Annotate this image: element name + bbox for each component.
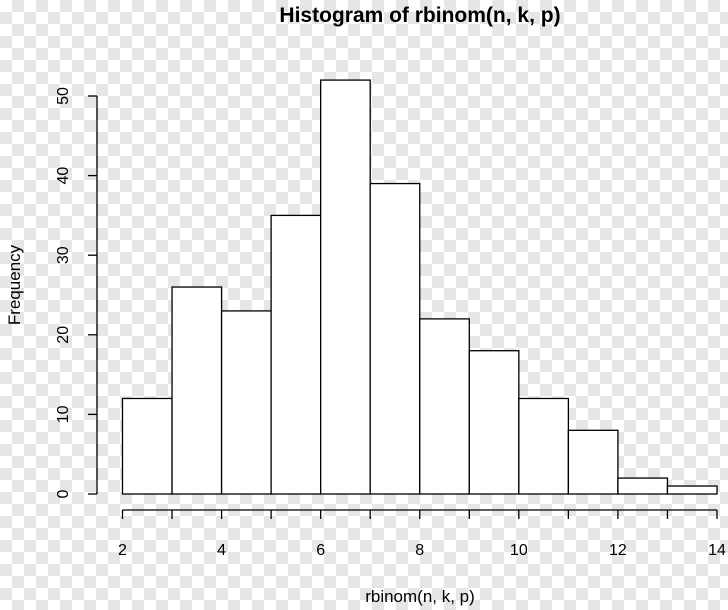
x-axis-label: rbinom(n, k, p) <box>365 587 475 606</box>
x-tick-label-6: 14 <box>708 542 726 559</box>
y-tick-label-0: 0 <box>55 489 72 498</box>
x-tick-label-4: 10 <box>510 542 528 559</box>
x-axis: 2 4 6 8 10 12 14 <box>118 509 726 559</box>
x-tick-label-2: 6 <box>316 542 325 559</box>
y-axis: 0 10 20 30 40 50 <box>55 87 98 498</box>
x-tick-label-0: 2 <box>118 542 127 559</box>
histogram-bar-5 <box>369 182 421 495</box>
chart-title: Histogram of rbinom(n, k, p) <box>279 4 560 27</box>
y-tick-label-2: 20 <box>55 326 72 344</box>
histogram-bar-7 <box>468 350 520 495</box>
histogram-bar-10 <box>617 477 669 495</box>
y-tick-label-4: 40 <box>55 167 72 185</box>
x-tick-label-1: 4 <box>217 542 226 559</box>
histogram-bar-8 <box>518 397 570 495</box>
x-tick-label-3: 8 <box>415 542 424 559</box>
histogram-bar-3 <box>270 214 322 495</box>
y-tick-label-5: 50 <box>55 87 72 105</box>
histogram-bar-9 <box>567 429 619 495</box>
histogram-bar-0 <box>121 397 173 495</box>
y-tick-label-3: 30 <box>55 246 72 264</box>
histogram-bar-4 <box>320 79 371 495</box>
y-axis-label: Frequency <box>5 244 24 325</box>
histogram-bar-1 <box>171 286 223 495</box>
histogram-bar-2 <box>220 310 272 495</box>
histogram-bar-11 <box>666 485 718 495</box>
bars-group <box>121 79 718 495</box>
y-tick-label-1: 10 <box>55 405 72 423</box>
x-tick-label-5: 12 <box>609 542 627 559</box>
histogram-bar-6 <box>419 318 470 495</box>
